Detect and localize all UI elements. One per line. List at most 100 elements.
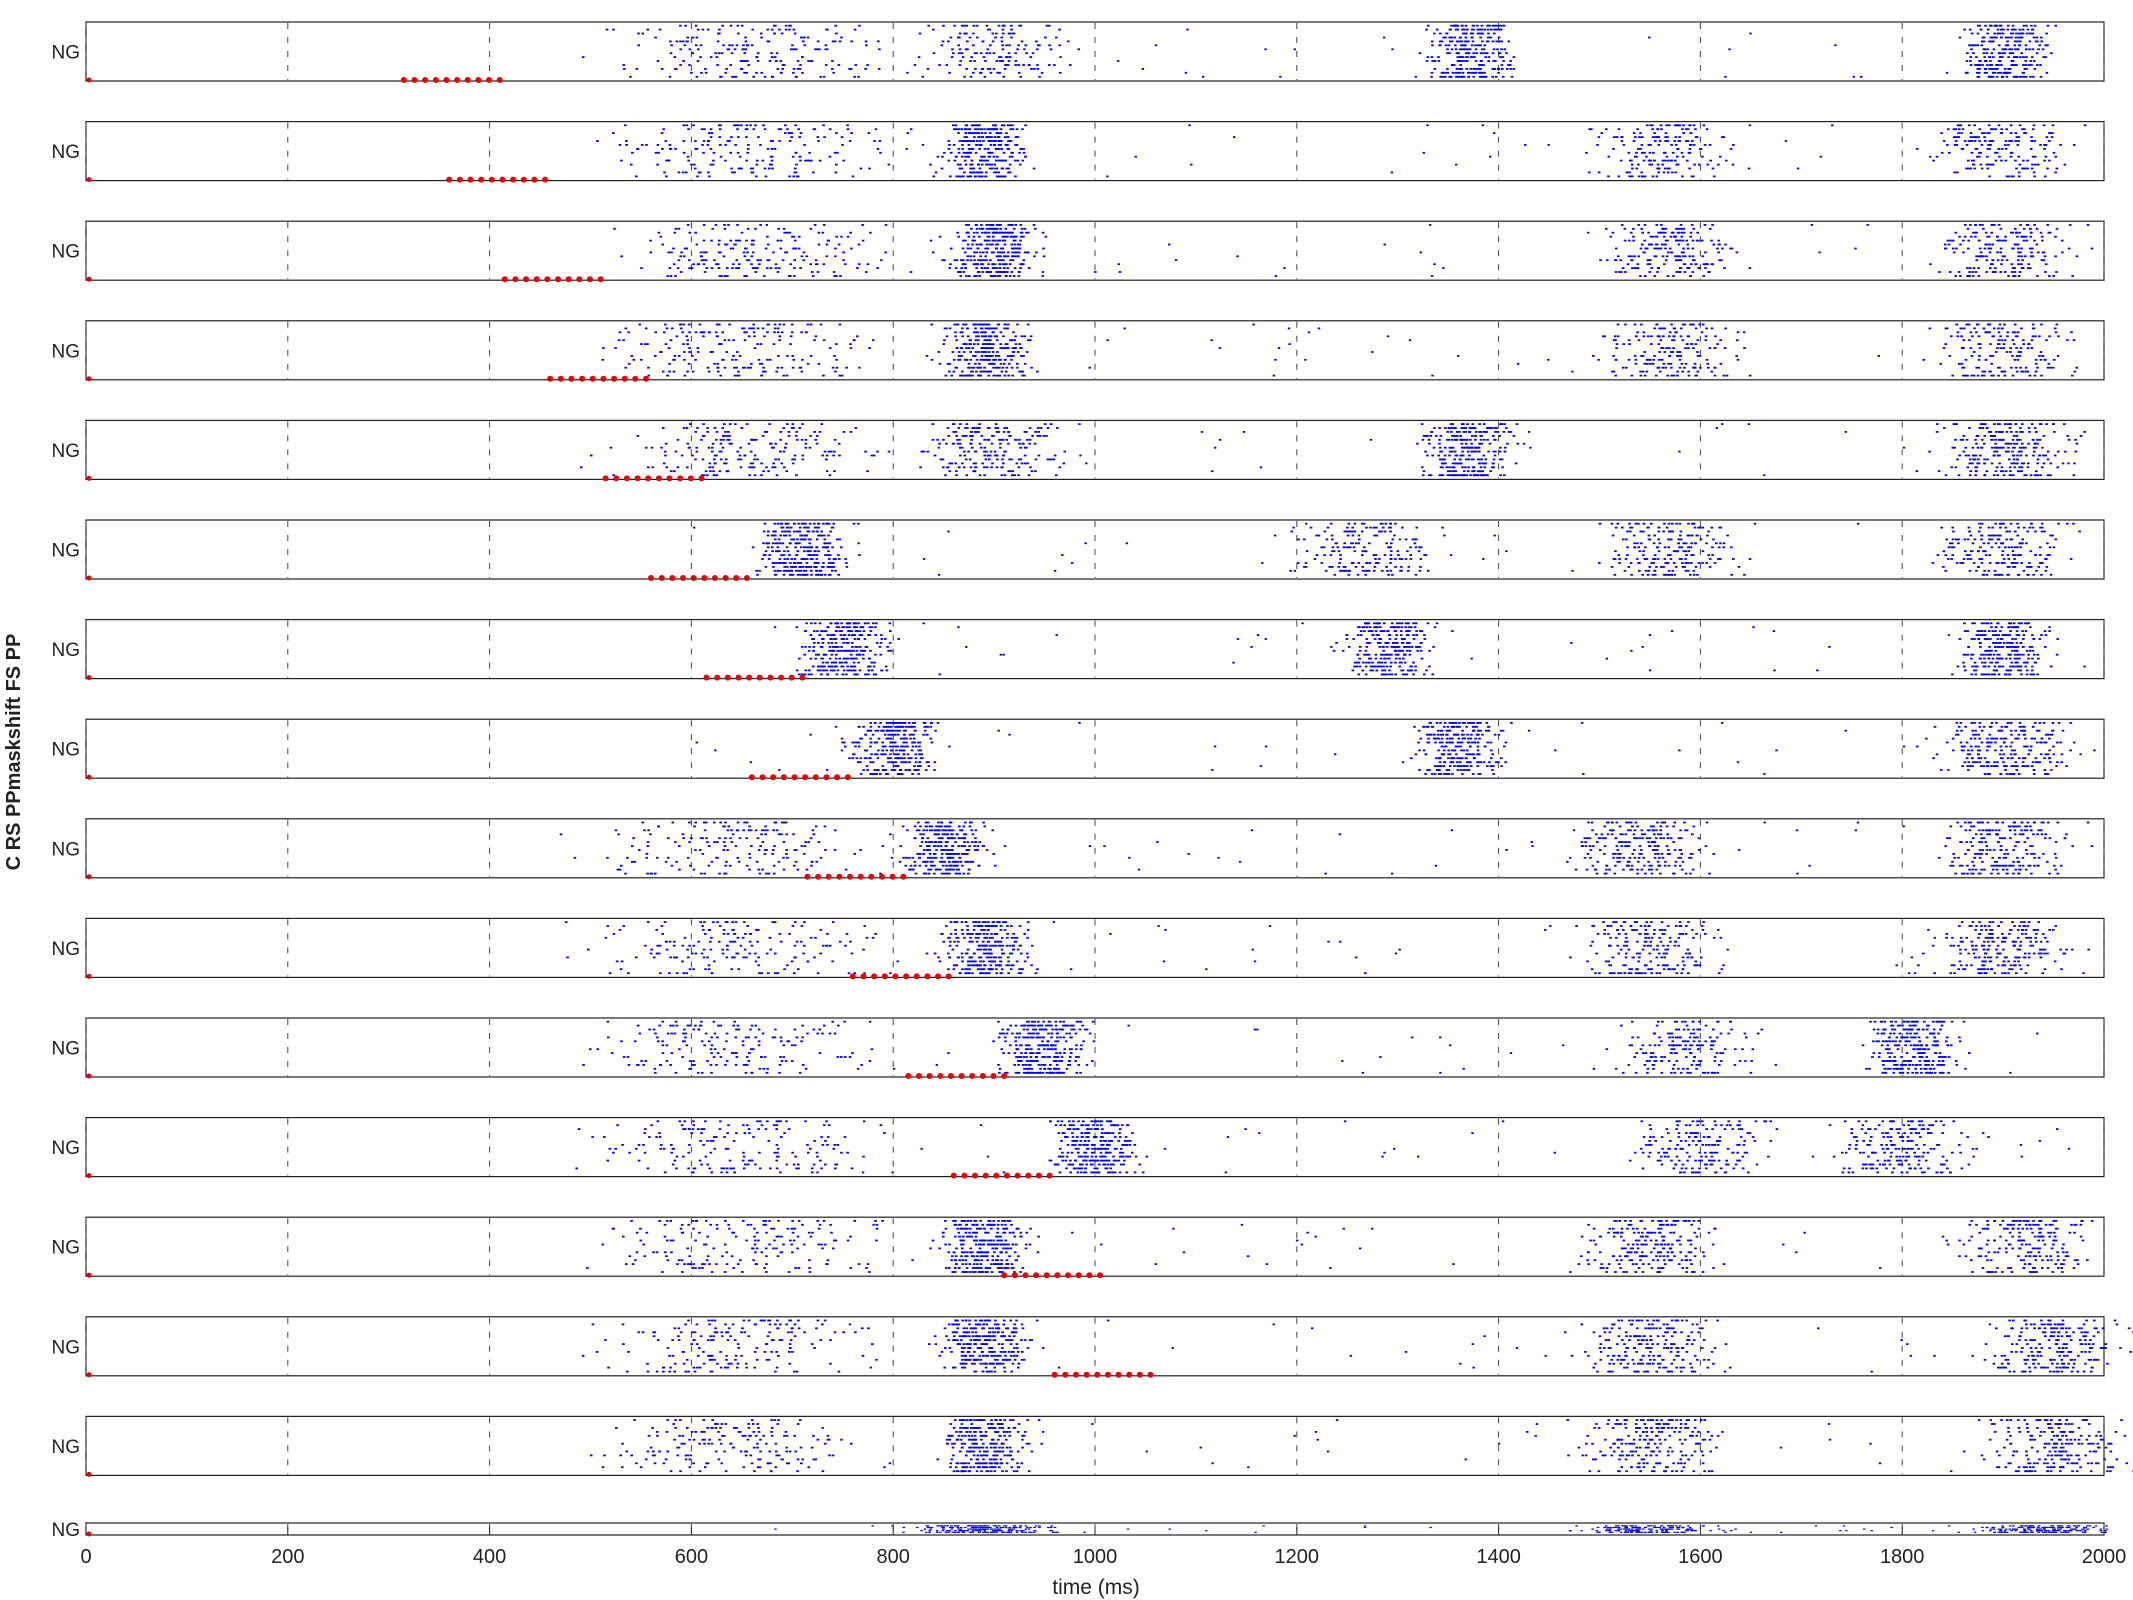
spike	[987, 327, 990, 330]
spike	[717, 343, 721, 345]
spike	[2032, 60, 2036, 62]
spike	[705, 251, 708, 254]
spike	[957, 36, 960, 39]
spike	[1991, 128, 1995, 131]
spike	[1033, 68, 1036, 70]
spike	[949, 175, 952, 178]
spike	[2000, 466, 2004, 469]
spike	[982, 370, 986, 373]
spike	[1735, 355, 1738, 357]
spike	[1464, 44, 1467, 47]
spike	[1500, 458, 1504, 461]
spike	[987, 263, 990, 266]
spike	[1747, 167, 1751, 170]
spike	[2011, 374, 2015, 377]
spike	[1547, 358, 1550, 361]
spike	[720, 52, 724, 55]
spike	[1670, 323, 1673, 326]
spike	[1510, 75, 1514, 78]
spike	[2044, 44, 2048, 47]
spike	[1646, 259, 1650, 262]
spike	[858, 554, 861, 556]
spike	[941, 155, 944, 158]
spike	[766, 40, 770, 43]
spike	[2015, 347, 2018, 349]
stimulus-marker	[613, 475, 620, 482]
spike	[972, 32, 975, 35]
spike	[826, 542, 829, 545]
spike	[1995, 450, 1999, 453]
spike	[1655, 247, 1659, 250]
spike	[1658, 140, 1662, 142]
spike	[2024, 446, 2027, 449]
spike	[985, 224, 989, 226]
spike	[970, 370, 973, 373]
spike	[2000, 470, 2003, 473]
spike	[930, 358, 934, 361]
spike	[1190, 163, 1193, 166]
spike	[702, 259, 705, 262]
spike	[837, 442, 841, 445]
spike	[998, 358, 1001, 361]
spike	[1453, 427, 1456, 429]
spike	[959, 163, 962, 166]
spike	[1371, 351, 1374, 353]
spike	[1983, 56, 1986, 58]
spike	[1482, 431, 1485, 433]
spike	[2021, 339, 2025, 342]
spike	[734, 423, 737, 425]
spike	[848, 140, 852, 142]
spike	[733, 75, 736, 78]
spike	[1641, 370, 1645, 373]
spike	[1494, 431, 1497, 433]
spike	[625, 144, 628, 146]
spike	[649, 251, 653, 254]
spike	[761, 558, 764, 560]
spike	[1501, 68, 1504, 70]
spike	[783, 566, 786, 568]
spike	[2042, 124, 2046, 127]
spike	[792, 235, 796, 238]
spike	[992, 68, 996, 70]
spike	[612, 474, 615, 477]
spike	[991, 263, 994, 266]
spike	[952, 52, 955, 55]
spike	[1643, 374, 1647, 377]
spike	[2042, 462, 2046, 465]
spike	[1997, 44, 2001, 47]
spike	[702, 224, 706, 226]
spike	[742, 366, 745, 369]
spike	[2020, 446, 2024, 449]
spike	[1053, 64, 1056, 66]
spike	[969, 431, 973, 433]
spike	[1498, 458, 1502, 461]
spike	[1656, 163, 1660, 166]
spike	[2005, 450, 2008, 453]
spike	[1012, 32, 1016, 35]
spike	[740, 167, 743, 170]
spike	[717, 370, 720, 373]
spike	[801, 423, 804, 425]
spike	[711, 227, 714, 230]
spike	[697, 48, 700, 51]
spike	[2007, 442, 2010, 445]
spike	[2015, 355, 2019, 357]
spike	[782, 562, 785, 564]
spike	[1447, 427, 1451, 429]
spike	[668, 362, 671, 365]
spike	[813, 128, 817, 131]
spike	[1503, 446, 1507, 449]
spike	[689, 423, 692, 425]
spike	[728, 323, 731, 326]
spike	[2024, 370, 2028, 373]
spike	[972, 470, 975, 473]
spike	[838, 323, 842, 326]
spike	[1188, 124, 1191, 127]
spike	[2011, 355, 2014, 357]
spike	[932, 28, 935, 31]
spike	[1618, 271, 1621, 273]
spike	[945, 442, 948, 445]
spike	[958, 48, 962, 51]
spike	[802, 40, 805, 43]
spike	[982, 335, 985, 338]
